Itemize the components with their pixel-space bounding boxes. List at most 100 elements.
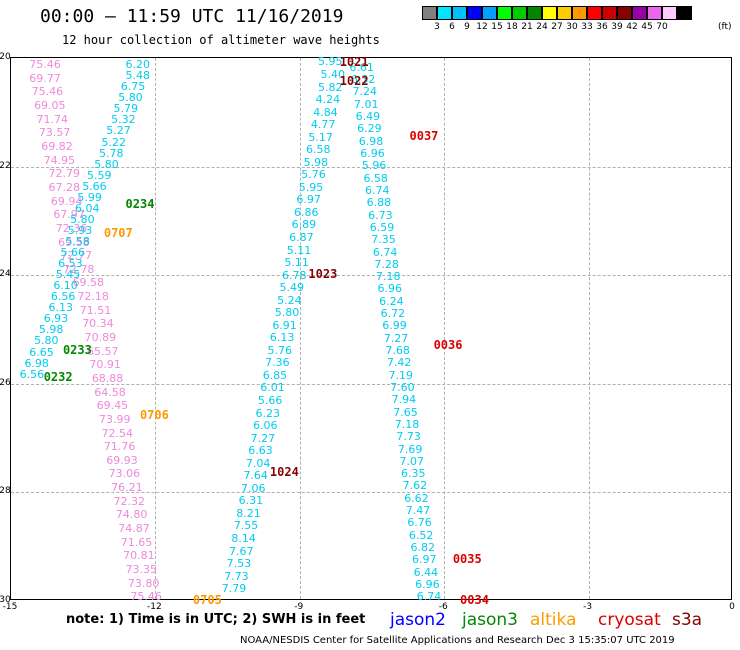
wave-height-value: 7.73 <box>396 430 421 444</box>
colorbar-swatch <box>557 6 572 20</box>
colorbar-swatch <box>632 6 647 20</box>
wave-height-value: 69.05 <box>34 99 66 113</box>
wave-height-value: 5.40 <box>320 67 345 81</box>
colorbar-swatch <box>452 6 467 20</box>
wave-height-value: 6.10 <box>53 279 78 293</box>
x-tick-label: -15 <box>2 602 18 612</box>
colorbar-label: 42 <box>626 22 638 32</box>
wave-height-value: 5.80 <box>70 212 95 226</box>
pass-time-label: 0036 <box>433 337 463 352</box>
wave-height-value: 73.06 <box>108 467 141 481</box>
wave-height-value: 6.63 <box>248 444 273 458</box>
pass-time-label: 0233 <box>62 343 92 358</box>
colorbar-swatch <box>617 6 632 20</box>
wave-height-value: 73.35 <box>125 562 158 576</box>
wave-height-value: 6.52 <box>408 528 434 542</box>
wave-height-value: 5.22 <box>101 135 126 149</box>
wave-height-value: 6.35 <box>401 467 426 481</box>
wave-height-value: 6.93 <box>43 312 69 326</box>
pass-time-label: 1023 <box>308 267 338 282</box>
wave-height-value: 6.85 <box>262 368 288 382</box>
wave-height-value: 5.66 <box>82 179 107 193</box>
colorbar-label: 12 <box>476 22 488 32</box>
wave-height-value: 5.95 <box>298 180 324 194</box>
colorbar <box>422 6 692 20</box>
wave-height-value: 5.95 <box>318 55 343 69</box>
wave-height-value: 6.01 <box>260 381 285 395</box>
colorbar-swatch <box>467 6 482 20</box>
wave-height-value: 75.46 <box>31 85 64 99</box>
wave-height-value: 4.84 <box>313 105 338 119</box>
wave-height-value: 6.13 <box>48 301 74 315</box>
wave-height-value: 6.13 <box>269 331 295 345</box>
wave-height-value: 7.19 <box>388 368 414 382</box>
wave-height-value: 6.82 <box>410 541 435 555</box>
wave-height-value: 6.24 <box>379 294 404 308</box>
colorbar-swatch <box>677 6 692 20</box>
wave-height-value: 68.88 <box>91 371 124 385</box>
wave-height-value: 8.14 <box>231 531 256 545</box>
wave-height-value: 6.99 <box>382 319 407 333</box>
pass-time-label: 1021 <box>339 55 369 70</box>
wave-height-value: 5.58 <box>65 235 90 248</box>
wave-height-value: 6.06 <box>253 419 278 433</box>
pass-time-label: 1024 <box>269 465 299 480</box>
wave-height-value: 72.79 <box>48 167 81 181</box>
legend-item-s3a: s3a <box>672 610 703 630</box>
wave-height-value: 5.11 <box>286 243 312 257</box>
colorbar-label: 39 <box>611 22 623 32</box>
wave-height-value: 6.32 <box>350 73 376 87</box>
wave-height-value: 7.47 <box>405 504 431 518</box>
wave-height-value: 5.80 <box>118 91 143 105</box>
wave-height-value: 5.82 <box>318 80 343 94</box>
legend-item-cryosat: cryosat <box>598 610 661 630</box>
wave-height-value: 7.35 <box>371 233 396 247</box>
colorbar-label: 70 <box>656 22 668 32</box>
wave-height-value: 6.73 <box>368 208 393 222</box>
grid-line-horizontal <box>11 383 731 385</box>
wave-height-value: 7.07 <box>399 454 424 468</box>
wave-height-value: 4.24 <box>315 93 341 107</box>
pass-time-label: 0707 <box>103 226 133 241</box>
wave-height-value: 5.66 <box>257 394 283 408</box>
pass-time-label: 1022 <box>339 74 369 89</box>
wave-height-value: 6.72 <box>380 307 406 321</box>
wave-height-value: 7.24 <box>352 85 377 99</box>
wave-height-value: 69.94 <box>50 194 83 208</box>
wave-height-value: 72.77 <box>60 249 93 263</box>
wave-height-value: 67.28 <box>48 180 81 194</box>
wave-height-value: 69.77 <box>29 71 61 85</box>
wave-height-value: 7.60 <box>390 380 415 394</box>
wave-height-value: 5.80 <box>274 306 300 320</box>
wave-height-value: 6.98 <box>24 356 49 370</box>
wave-height-value: 74.80 <box>115 508 148 522</box>
colorbar-labels: 3 6 9 12 15 18 21 24 27 30 33 36 39 42 45 70 <box>422 22 740 34</box>
colorbar-label: 18 <box>506 22 518 32</box>
x-tick-label: -3 <box>583 602 593 612</box>
wave-height-value: 8.21 <box>236 506 261 520</box>
wave-height-value: 6.75 <box>120 80 146 94</box>
wave-height-value: 7.04 <box>245 456 271 470</box>
y-tick-label: -20 <box>0 52 11 62</box>
colorbar-swatch <box>512 6 527 20</box>
colorbar-label: 21 <box>521 22 533 32</box>
note-text: note: 1) Time is in UTC; 2) SWH is in fe… <box>66 612 366 627</box>
colorbar-swatch <box>542 6 557 20</box>
wave-height-value: 5.80 <box>94 157 119 171</box>
wave-height-value: 6.88 <box>366 196 392 210</box>
wave-height-value: 5.76 <box>301 168 326 182</box>
wave-height-value: 76.21 <box>111 481 143 495</box>
wave-height-value: 5.17 <box>308 130 333 144</box>
wave-height-value: 5.93 <box>67 223 93 237</box>
wave-height-value: 7.28 <box>374 257 399 271</box>
wave-height-value: 6.89 <box>291 218 317 232</box>
colorbar-label: 24 <box>536 22 548 32</box>
wave-height-value: 6.58 <box>306 143 331 157</box>
colorbar-unit: (ft) <box>718 22 732 32</box>
legend-item-altika: altika <box>530 610 577 630</box>
map-title: 00:00 – 11:59 UTC 11/16/2019 <box>40 6 344 27</box>
wave-height-value: 74.87 <box>118 522 150 536</box>
wave-height-value: 72.78 <box>62 262 95 276</box>
wave-height-value: 6.87 <box>289 231 314 244</box>
colorbar-swatch <box>647 6 662 20</box>
